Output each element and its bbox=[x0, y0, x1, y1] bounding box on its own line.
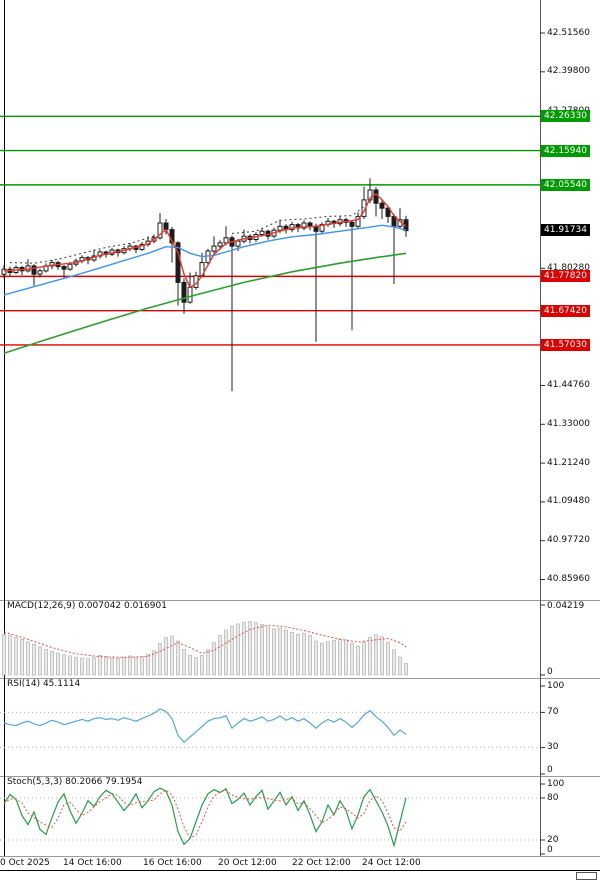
scroll-corner-box[interactable] bbox=[576, 872, 597, 880]
